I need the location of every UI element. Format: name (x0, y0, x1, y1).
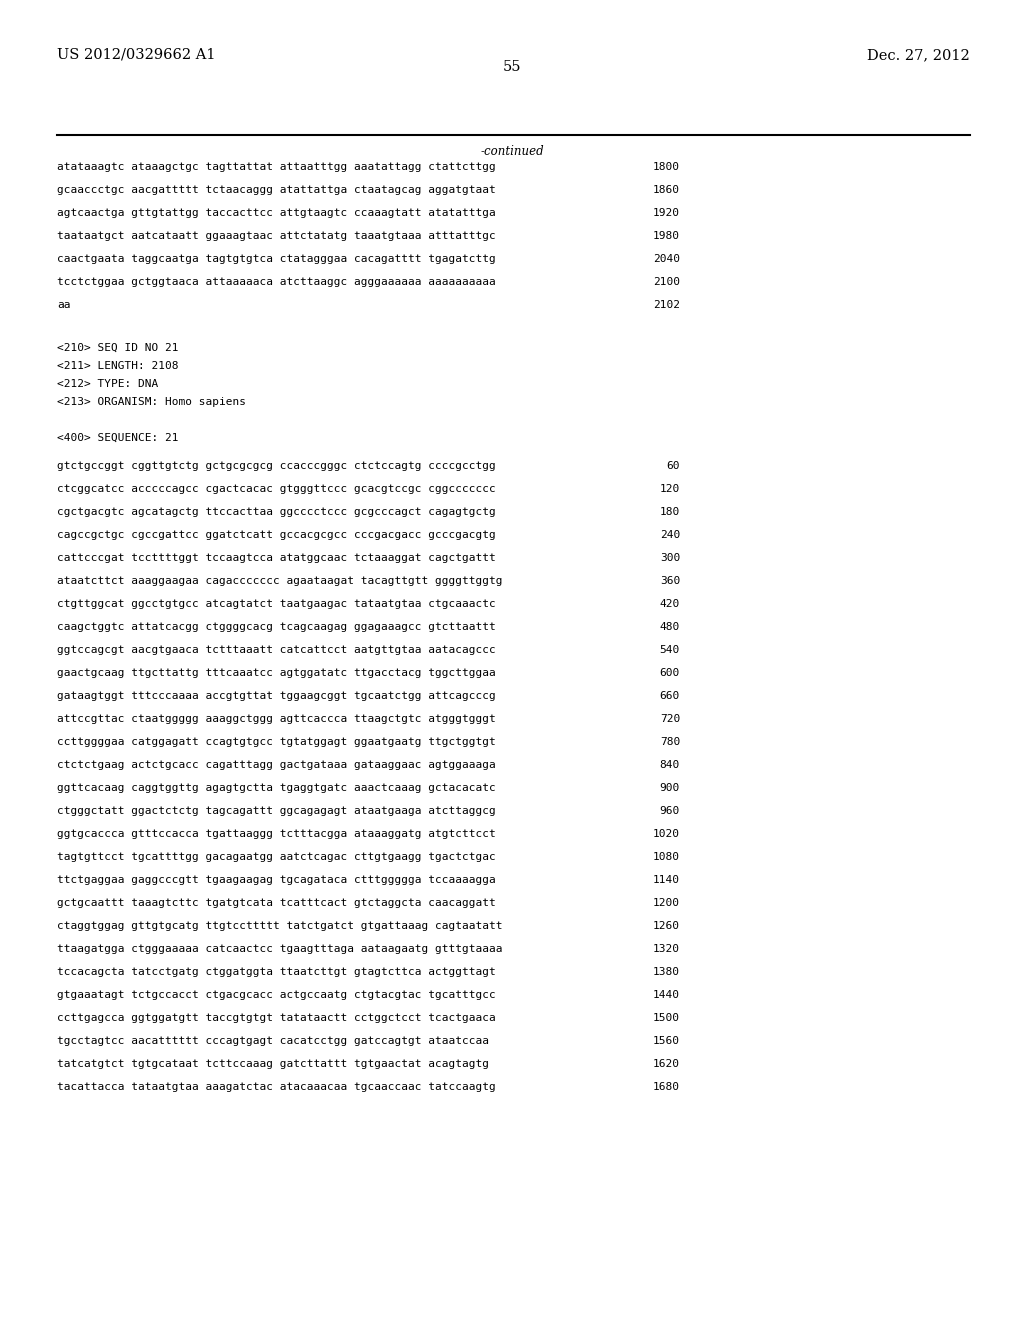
Text: tacattacca tataatgtaa aaagatctac atacaaacaa tgcaaccaac tatccaagtg: tacattacca tataatgtaa aaagatctac atacaaa… (57, 1082, 496, 1092)
Text: <212> TYPE: DNA: <212> TYPE: DNA (57, 379, 159, 389)
Text: gtgaaatagt tctgccacct ctgacgcacc actgccaatg ctgtacgtac tgcatttgcc: gtgaaatagt tctgccacct ctgacgcacc actgcca… (57, 990, 496, 1001)
Text: cagccgctgc cgccgattcc ggatctcatt gccacgcgcc cccgacgacc gcccgacgtg: cagccgctgc cgccgattcc ggatctcatt gccacgc… (57, 531, 496, 540)
Text: 360: 360 (659, 576, 680, 586)
Text: -continued: -continued (480, 145, 544, 158)
Text: Dec. 27, 2012: Dec. 27, 2012 (867, 48, 970, 62)
Text: ataatcttct aaaggaagaa cagaccccccc agaataagat tacagttgtt ggggttggtg: ataatcttct aaaggaagaa cagaccccccc agaata… (57, 576, 503, 586)
Text: 420: 420 (659, 599, 680, 609)
Text: ctgttggcat ggcctgtgcc atcagtatct taatgaagac tataatgtaa ctgcaaactc: ctgttggcat ggcctgtgcc atcagtatct taatgaa… (57, 599, 496, 609)
Text: tagtgttcct tgcattttgg gacagaatgg aatctcagac cttgtgaagg tgactctgac: tagtgttcct tgcattttgg gacagaatgg aatctca… (57, 851, 496, 862)
Text: ggttcacaag caggtggttg agagtgctta tgaggtgatc aaactcaaag gctacacatc: ggttcacaag caggtggttg agagtgctta tgaggtg… (57, 783, 496, 793)
Text: gataagtggt tttcccaaaa accgtgttat tggaagcggt tgcaatctgg attcagcccg: gataagtggt tttcccaaaa accgtgttat tggaagc… (57, 690, 496, 701)
Text: agtcaactga gttgtattgg taccacttcc attgtaagtc ccaaagtatt atatatttga: agtcaactga gttgtattgg taccacttcc attgtaa… (57, 209, 496, 218)
Text: tcctctggaa gctggtaaca attaaaaaca atcttaaggc agggaaaaaa aaaaaaaaaa: tcctctggaa gctggtaaca attaaaaaca atcttaa… (57, 277, 496, 286)
Text: 300: 300 (659, 553, 680, 564)
Text: ggtccagcgt aacgtgaaca tctttaaatt catcattcct aatgttgtaa aatacagccc: ggtccagcgt aacgtgaaca tctttaaatt catcatt… (57, 645, 496, 655)
Text: 1260: 1260 (653, 921, 680, 931)
Text: 1080: 1080 (653, 851, 680, 862)
Text: 1620: 1620 (653, 1059, 680, 1069)
Text: cattcccgat tccttttggt tccaagtcca atatggcaac tctaaaggat cagctgattt: cattcccgat tccttttggt tccaagtcca atatggc… (57, 553, 496, 564)
Text: ctctctgaag actctgcacc cagatttagg gactgataaa gataaggaac agtggaaaga: ctctctgaag actctgcacc cagatttagg gactgat… (57, 760, 496, 770)
Text: 1380: 1380 (653, 968, 680, 977)
Text: 240: 240 (659, 531, 680, 540)
Text: 60: 60 (667, 461, 680, 471)
Text: 900: 900 (659, 783, 680, 793)
Text: 2102: 2102 (653, 300, 680, 310)
Text: 1320: 1320 (653, 944, 680, 954)
Text: <400> SEQUENCE: 21: <400> SEQUENCE: 21 (57, 433, 178, 444)
Text: 120: 120 (659, 484, 680, 494)
Text: 1860: 1860 (653, 185, 680, 195)
Text: attccgttac ctaatggggg aaaggctggg agttcaccca ttaagctgtc atgggtgggt: attccgttac ctaatggggg aaaggctggg agttcac… (57, 714, 496, 723)
Text: 960: 960 (659, 807, 680, 816)
Text: atataaagtc ataaagctgc tagttattat attaatttgg aaatattagg ctattcttgg: atataaagtc ataaagctgc tagttattat attaatt… (57, 162, 496, 172)
Text: ctcggcatcc acccccagcc cgactcacac gtgggttccc gcacgtccgc cggccccccc: ctcggcatcc acccccagcc cgactcacac gtgggtt… (57, 484, 496, 494)
Text: 55: 55 (503, 59, 521, 74)
Text: ttctgaggaa gaggcccgtt tgaagaagag tgcagataca ctttggggga tccaaaagga: ttctgaggaa gaggcccgtt tgaagaagag tgcagat… (57, 875, 496, 884)
Text: 180: 180 (659, 507, 680, 517)
Text: 1020: 1020 (653, 829, 680, 840)
Text: <210> SEQ ID NO 21: <210> SEQ ID NO 21 (57, 343, 178, 352)
Text: 1140: 1140 (653, 875, 680, 884)
Text: 660: 660 (659, 690, 680, 701)
Text: gaactgcaag ttgcttattg tttcaaatcc agtggatatc ttgacctacg tggcttggaa: gaactgcaag ttgcttattg tttcaaatcc agtggat… (57, 668, 496, 678)
Text: gctgcaattt taaagtcttc tgatgtcata tcatttcact gtctaggcta caacaggatt: gctgcaattt taaagtcttc tgatgtcata tcatttc… (57, 898, 496, 908)
Text: 720: 720 (659, 714, 680, 723)
Text: caagctggtc attatcacgg ctggggcacg tcagcaagag ggagaaagcc gtcttaattt: caagctggtc attatcacgg ctggggcacg tcagcaa… (57, 622, 496, 632)
Text: 600: 600 (659, 668, 680, 678)
Text: 1500: 1500 (653, 1012, 680, 1023)
Text: ccttggggaa catggagatt ccagtgtgcc tgtatggagt ggaatgaatg ttgctggtgt: ccttggggaa catggagatt ccagtgtgcc tgtatgg… (57, 737, 496, 747)
Text: tccacagcta tatcctgatg ctggatggta ttaatcttgt gtagtcttca actggttagt: tccacagcta tatcctgatg ctggatggta ttaatct… (57, 968, 496, 977)
Text: 1560: 1560 (653, 1036, 680, 1045)
Text: 2040: 2040 (653, 253, 680, 264)
Text: ctaggtggag gttgtgcatg ttgtccttttt tatctgatct gtgattaaag cagtaatatt: ctaggtggag gttgtgcatg ttgtccttttt tatctg… (57, 921, 503, 931)
Text: tgcctagtcc aacatttttt cccagtgagt cacatcctgg gatccagtgt ataatccaa: tgcctagtcc aacatttttt cccagtgagt cacatcc… (57, 1036, 489, 1045)
Text: ttaagatgga ctgggaaaaa catcaactcc tgaagtttaga aataagaatg gtttgtaaaa: ttaagatgga ctgggaaaaa catcaactcc tgaagtt… (57, 944, 503, 954)
Text: tatcatgtct tgtgcataat tcttccaaag gatcttattt tgtgaactat acagtagtg: tatcatgtct tgtgcataat tcttccaaag gatctta… (57, 1059, 489, 1069)
Text: gcaaccctgc aacgattttt tctaacaggg atattattga ctaatagcag aggatgtaat: gcaaccctgc aacgattttt tctaacaggg atattat… (57, 185, 496, 195)
Text: 480: 480 (659, 622, 680, 632)
Text: 1800: 1800 (653, 162, 680, 172)
Text: ggtgcaccca gtttccacca tgattaaggg tctttacgga ataaaggatg atgtcttcct: ggtgcaccca gtttccacca tgattaaggg tctttac… (57, 829, 496, 840)
Text: 540: 540 (659, 645, 680, 655)
Text: 780: 780 (659, 737, 680, 747)
Text: 1200: 1200 (653, 898, 680, 908)
Text: <213> ORGANISM: Homo sapiens: <213> ORGANISM: Homo sapiens (57, 397, 246, 407)
Text: taataatgct aatcataatt ggaaagtaac attctatatg taaatgtaaa atttatttgc: taataatgct aatcataatt ggaaagtaac attctat… (57, 231, 496, 242)
Text: US 2012/0329662 A1: US 2012/0329662 A1 (57, 48, 215, 62)
Text: 1980: 1980 (653, 231, 680, 242)
Text: 2100: 2100 (653, 277, 680, 286)
Text: ccttgagcca ggtggatgtt taccgtgtgt tatataactt cctggctcct tcactgaaca: ccttgagcca ggtggatgtt taccgtgtgt tatataa… (57, 1012, 496, 1023)
Text: 840: 840 (659, 760, 680, 770)
Text: 1680: 1680 (653, 1082, 680, 1092)
Text: aa: aa (57, 300, 71, 310)
Text: <211> LENGTH: 2108: <211> LENGTH: 2108 (57, 360, 178, 371)
Text: gtctgccggt cggttgtctg gctgcgcgcg ccacccgggc ctctccagtg ccccgcctgg: gtctgccggt cggttgtctg gctgcgcgcg ccacccg… (57, 461, 496, 471)
Text: cgctgacgtc agcatagctg ttccacttaa ggcccctccc gcgcccagct cagagtgctg: cgctgacgtc agcatagctg ttccacttaa ggcccct… (57, 507, 496, 517)
Text: caactgaata taggcaatga tagtgtgtca ctatagggaa cacagatttt tgagatcttg: caactgaata taggcaatga tagtgtgtca ctatagg… (57, 253, 496, 264)
Text: ctgggctatt ggactctctg tagcagattt ggcagagagt ataatgaaga atcttaggcg: ctgggctatt ggactctctg tagcagattt ggcagag… (57, 807, 496, 816)
Text: 1440: 1440 (653, 990, 680, 1001)
Text: 1920: 1920 (653, 209, 680, 218)
